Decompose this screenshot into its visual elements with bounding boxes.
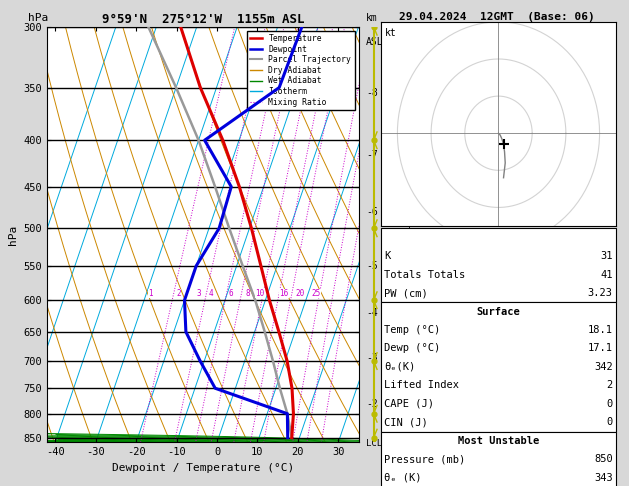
Text: 3.23: 3.23	[587, 288, 613, 298]
Text: Mixing Ratio (g/kg): Mixing Ratio (g/kg)	[403, 179, 413, 290]
Text: 0: 0	[606, 417, 613, 427]
Text: © weatheronline.co.uk: © weatheronline.co.uk	[435, 470, 559, 480]
Text: Totals Totals: Totals Totals	[384, 270, 465, 279]
Text: 343: 343	[594, 473, 613, 483]
Text: -5: -5	[366, 261, 378, 271]
Text: km: km	[366, 13, 378, 22]
Text: 16: 16	[279, 289, 289, 298]
Text: 850: 850	[594, 454, 613, 464]
Text: 25: 25	[311, 289, 321, 298]
Text: LCL: LCL	[366, 439, 382, 448]
Text: θₑ(K): θₑ(K)	[384, 362, 416, 372]
Text: Lifted Index: Lifted Index	[384, 381, 459, 390]
Text: kt: kt	[385, 28, 397, 38]
Text: 18.1: 18.1	[587, 325, 613, 335]
Text: CIN (J): CIN (J)	[384, 417, 428, 427]
Text: PW (cm): PW (cm)	[384, 288, 428, 298]
Text: 1: 1	[148, 289, 153, 298]
Text: ASL: ASL	[366, 37, 384, 47]
Text: -7: -7	[366, 150, 378, 160]
Text: 20: 20	[296, 289, 304, 298]
Text: -2: -2	[366, 399, 378, 409]
Text: 0: 0	[606, 399, 613, 409]
Legend: Temperature, Dewpoint, Parcel Trajectory, Dry Adiabat, Wet Adiabat, Isotherm, Mi: Temperature, Dewpoint, Parcel Trajectory…	[247, 31, 355, 110]
Text: 17.1: 17.1	[587, 344, 613, 353]
Text: Dewp (°C): Dewp (°C)	[384, 344, 440, 353]
Text: -3: -3	[366, 353, 378, 363]
Text: Surface: Surface	[477, 307, 520, 316]
Text: 6: 6	[229, 289, 233, 298]
Text: -4: -4	[366, 308, 378, 318]
Text: -6: -6	[366, 207, 378, 217]
Text: 29.04.2024  12GMT  (Base: 06): 29.04.2024 12GMT (Base: 06)	[399, 12, 595, 22]
Text: 2: 2	[606, 381, 613, 390]
Text: Most Unstable: Most Unstable	[458, 436, 539, 446]
Text: Temp (°C): Temp (°C)	[384, 325, 440, 335]
Text: 31: 31	[600, 251, 613, 261]
Text: CAPE (J): CAPE (J)	[384, 399, 434, 409]
Text: 3: 3	[197, 289, 201, 298]
Text: hPa: hPa	[28, 13, 48, 22]
Text: 4: 4	[209, 289, 213, 298]
Text: 342: 342	[594, 362, 613, 372]
Text: -8: -8	[366, 88, 378, 98]
Text: 41: 41	[600, 270, 613, 279]
Text: 8: 8	[245, 289, 250, 298]
Text: 10: 10	[255, 289, 264, 298]
Title: 9°59'N  275°12'W  1155m ASL: 9°59'N 275°12'W 1155m ASL	[102, 13, 304, 26]
Text: K: K	[384, 251, 391, 261]
Y-axis label: hPa: hPa	[8, 225, 18, 244]
Text: θₑ (K): θₑ (K)	[384, 473, 422, 483]
X-axis label: Dewpoint / Temperature (°C): Dewpoint / Temperature (°C)	[112, 463, 294, 473]
Text: Pressure (mb): Pressure (mb)	[384, 454, 465, 464]
Text: 2: 2	[176, 289, 181, 298]
